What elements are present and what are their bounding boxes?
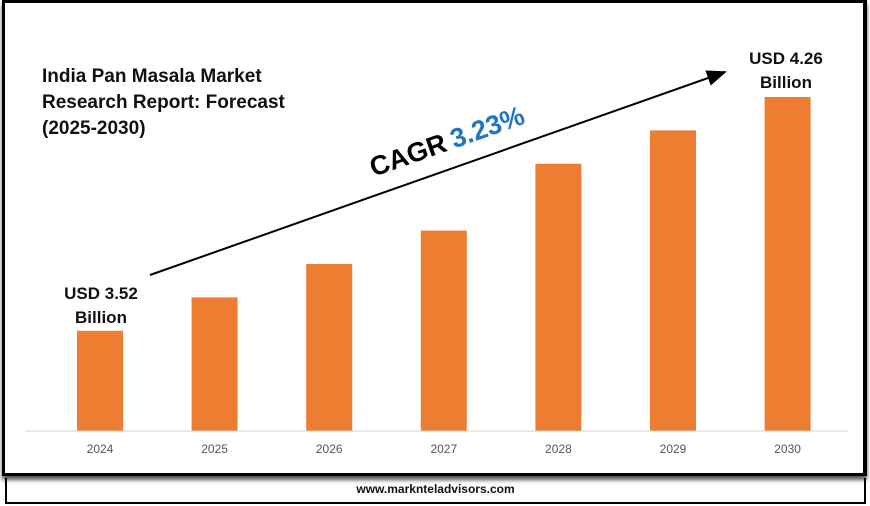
x-tick-label: 2027: [430, 442, 457, 456]
start-value-label: USD 3.52: [64, 284, 138, 303]
title-line-3: (2025-2030): [42, 118, 146, 139]
x-tick-label: 2026: [316, 442, 343, 456]
bar-2029: [650, 130, 696, 431]
bar-2024: [77, 330, 123, 431]
title-line-2: Research Report: Forecast: [42, 92, 285, 113]
bar-2030: [764, 97, 811, 431]
x-tick-label: 2024: [87, 442, 114, 456]
title-line-1: India Pan Masala Market: [42, 66, 262, 87]
start-value-unit: Billion: [75, 308, 127, 327]
bar-2025: [191, 297, 238, 431]
x-tick-label: 2030: [774, 442, 801, 456]
x-tick-label: 2029: [660, 442, 687, 456]
chart-title: India Pan Masala Market Research Report:…: [42, 64, 285, 142]
website-footer: www.marknteladvisors.com: [5, 478, 866, 504]
x-tick-label: 2025: [201, 442, 228, 456]
bar-2028: [535, 163, 582, 432]
end-value-unit: Billion: [760, 73, 812, 92]
x-tick-label: 2028: [545, 442, 572, 456]
growth-arrow: [149, 70, 727, 276]
bar-2027: [420, 230, 467, 431]
end-value-label: USD 4.26: [749, 49, 823, 68]
bar-2026: [306, 264, 353, 431]
